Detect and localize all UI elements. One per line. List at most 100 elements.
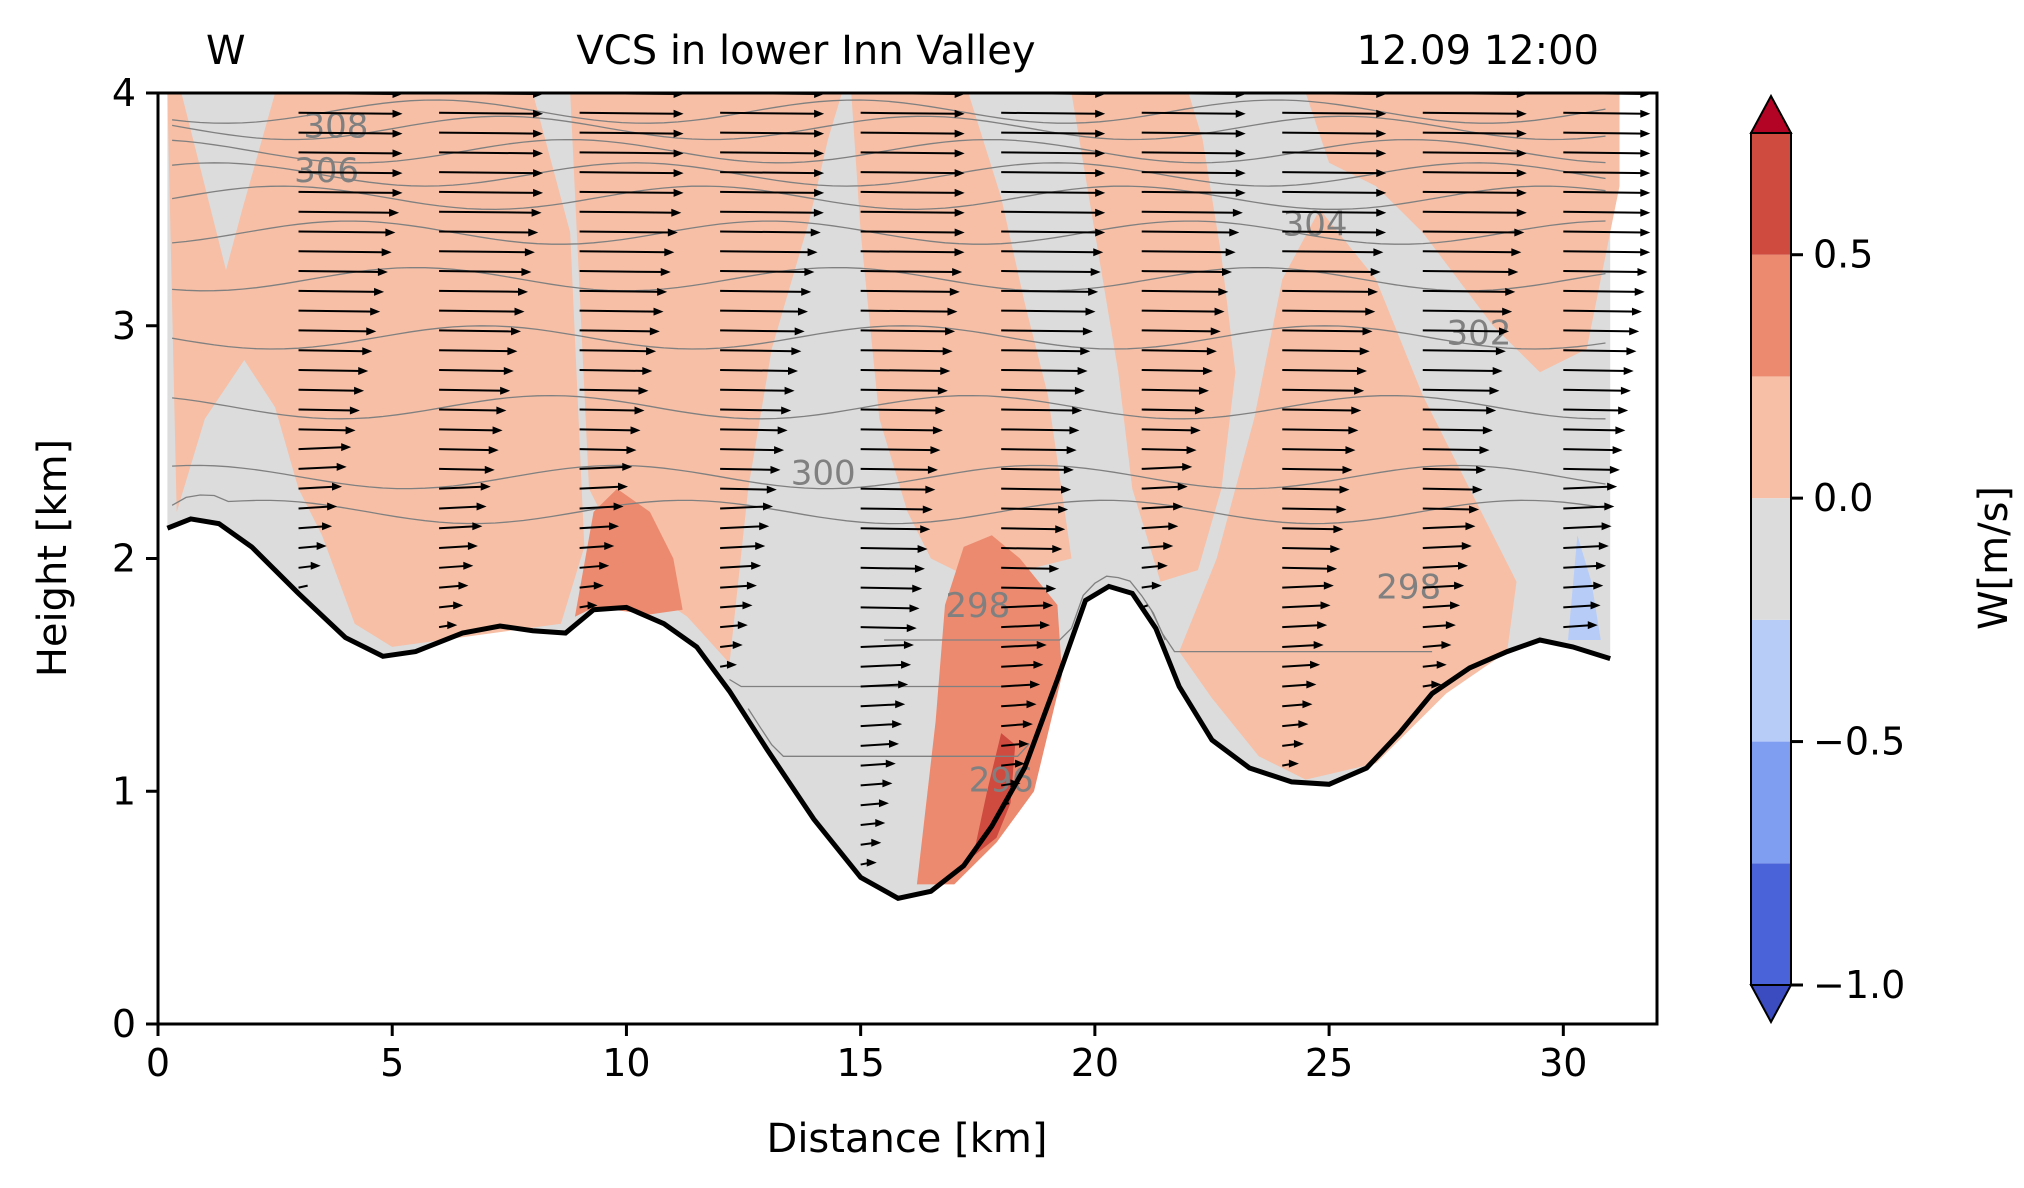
wind-arrow-shaft [860,210,959,214]
wind-arrow-head [1607,482,1618,491]
wind-arrow-head [954,228,965,237]
wind-arrow-shaft [1282,703,1307,708]
wind-arrow-shaft [720,270,809,274]
wind-arrow-head [524,248,535,257]
wind-arrow-shaft [439,309,519,313]
wind-arrow-head [901,660,912,669]
wind-arrow-head [609,522,620,531]
wind-arrow-shaft [1422,388,1494,392]
wind-arrow-shaft [860,171,959,175]
wind-arrow-head [664,248,675,257]
wind-arrow-shaft [439,485,485,490]
wind-arrow-head [1182,462,1193,471]
wind-arrow-head [895,700,906,709]
wind-arrow-head [1499,327,1510,336]
wind-arrow-head [447,621,458,630]
wind-arrow-head [362,347,373,356]
wind-arrow-shaft [860,606,914,610]
wind-arrow-head [374,287,385,296]
wind-arrow-head [1345,446,1356,455]
wind-arrow-shaft [1563,190,1645,194]
wind-arrow-head [1330,545,1341,554]
wind-arrow-shaft [439,329,516,333]
theta-line-2 [172,394,1606,420]
wind-arrow-shaft [1001,230,1100,234]
wind-arrow-shaft [1001,368,1082,372]
wind-arrow-shaft [439,368,508,372]
wind-arrow-head [954,109,965,118]
wind-arrow-head [1222,268,1233,277]
wind-arrow-head [618,482,629,491]
x-tick-label: 25 [1305,1041,1353,1085]
wind-arrow-shaft [1141,309,1219,313]
wind-arrow-shaft [1001,566,1054,570]
wind-arrow-head [1634,287,1645,296]
wind-arrow-head [927,465,938,474]
wind-arrow-head [1631,307,1642,316]
w-region-7 [574,488,683,617]
colorbar-segment-5 [1751,254,1791,377]
colorbar-outline [1750,132,1792,986]
wind-arrow-head [1495,347,1506,356]
wind-arrow-shaft [1141,250,1230,254]
wind-arrow-shaft [438,564,468,569]
wind-arrow-head [784,386,795,395]
wind-arrow-head [1168,522,1179,531]
wind-arrow-shaft [439,349,512,353]
wind-arrow-shaft [1001,131,1100,135]
wind-arrow-head [673,149,684,158]
wind-arrow-head [878,799,889,808]
wind-arrow-head [774,446,785,455]
wind-arrow-shaft [1282,131,1381,135]
wind-arrow-head [1014,759,1025,768]
wind-arrow-head [1082,327,1093,336]
wind-arrow-shaft [1422,624,1450,629]
wind-arrow-shaft [1001,604,1048,609]
wind-arrow-head [1373,248,1384,257]
wind-arrow-shaft [1563,131,1645,135]
wind-arrow-shaft [439,171,538,175]
wind-arrow-head [1173,502,1184,511]
wind-arrow-shaft [439,448,493,452]
wind-arrow-shaft [1422,190,1521,194]
wind-arrow-head [322,522,333,531]
wind-arrow-shaft [1282,388,1359,392]
wind-arrow-head [1333,525,1344,534]
wind-arrow-shaft [579,230,672,234]
wind-arrow-shaft [720,388,789,392]
wind-arrow-head [922,505,933,514]
wind-arrow-head [370,307,381,316]
wind-arrow-head [1482,426,1493,435]
wind-arrow-shaft [1282,604,1325,609]
wind-arrow-head [660,268,671,277]
w-region-4 [1071,93,1236,582]
wind-arrow-head [909,604,920,613]
wind-arrow-shaft [1282,643,1318,648]
wind-arrow-shaft [579,349,651,353]
wind-arrow-head [1235,109,1246,118]
wind-arrow-head [1359,347,1370,356]
wind-arrow-head [622,462,633,471]
wind-arrow-head [1604,502,1615,511]
colorbar-extend-low [1749,984,1793,1025]
wind-arrow-head [1052,545,1063,554]
wind-arrow-head [1640,129,1651,138]
wind-arrow-shaft [860,586,917,590]
wind-arrow-shaft [439,289,523,293]
wind-arrow-head [385,228,396,237]
wind-arrow-shaft [1422,289,1510,293]
wind-arrow-shaft [720,111,819,115]
wind-arrow-shaft [1563,448,1617,452]
wind-arrow-head [1069,426,1080,435]
wind-arrow-head [1615,426,1626,435]
wind-arrow-head [1516,149,1527,158]
wind-arrow-shaft [1563,428,1620,432]
wind-arrow-shaft [720,428,782,432]
wind-arrow-shaft [1141,465,1187,470]
wind-arrow-head [507,347,518,356]
wind-arrow-shaft [1563,309,1636,313]
wind-arrow-head [488,446,499,455]
wind-arrow-shaft [1563,467,1614,471]
wind-arrow-head [389,208,400,217]
wind-arrow-shaft [720,584,751,589]
